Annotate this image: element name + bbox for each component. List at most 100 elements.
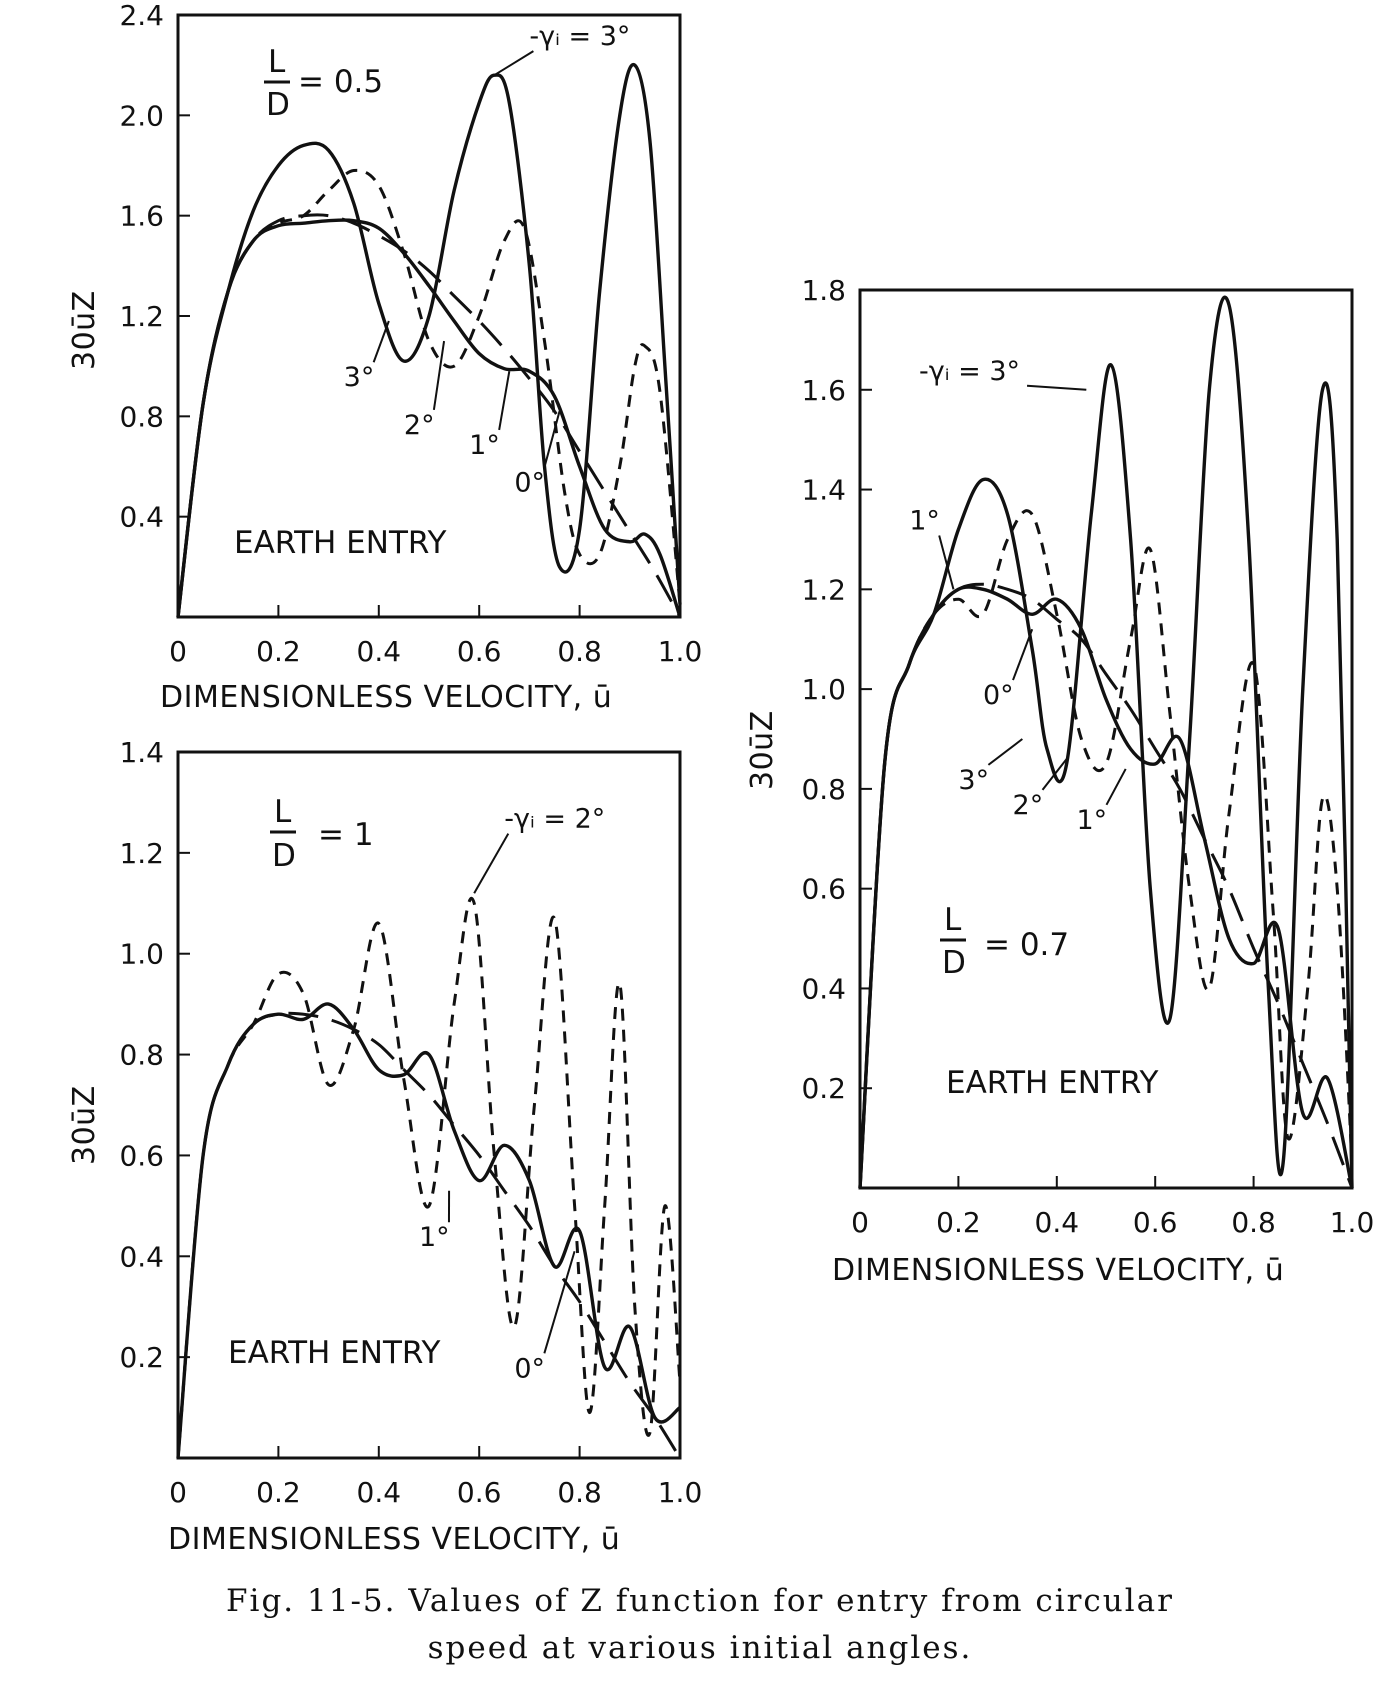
series-group — [858, 295, 1354, 1189]
series-annotation-label: 0° — [983, 680, 1014, 711]
ld-value: = 1 — [318, 817, 374, 853]
y-tick-label: 1.8 — [801, 274, 846, 307]
series-line-0deg — [176, 213, 682, 618]
figure-caption-line-1: Fig. 11-5. Values of Z function for entr… — [226, 1583, 1174, 1619]
series-line-3deg — [858, 295, 1354, 1189]
y-axis-label: 30ūZ — [67, 1085, 102, 1165]
x-tick-label: 0.6 — [1133, 1206, 1178, 1239]
series-annotation-label: 3° — [344, 362, 375, 393]
ld-label: L D = 0.5 — [264, 44, 383, 123]
y-tick-label: 1.0 — [801, 673, 846, 706]
chart-note: EARTH ENTRY — [946, 1065, 1158, 1101]
y-tick-label: 0.8 — [119, 400, 164, 433]
y-tick-label: 0.2 — [119, 1341, 164, 1374]
y-tick-label: 1.6 — [119, 200, 164, 233]
y-tick-label: 0.4 — [119, 501, 164, 534]
series-annotation-label: 0° — [514, 1353, 545, 1384]
annotation-leader-line — [372, 320, 390, 363]
series-annotation-label: 0° — [514, 468, 545, 499]
plot-frame — [858, 288, 1354, 1190]
ld-numerator: L — [274, 794, 292, 830]
y-tick-label: 0.8 — [801, 773, 846, 806]
panel-ld07: 0 0.2 0.4 0.6 0.8 1.0 0.2 0.4 0.6 0.8 1.0 1.2 1.4 1.6… — [745, 274, 1374, 1288]
annotation-leader-line — [498, 371, 511, 431]
annotation-leader-line — [938, 535, 955, 590]
y-axis-label: 30ūZ — [745, 710, 780, 790]
series-annotation-label: -γᵢ = 3° — [529, 21, 630, 52]
x-tick-label: 0.2 — [936, 1206, 981, 1239]
series-line-0deg — [176, 1011, 682, 1459]
x-tick-label: 0 — [169, 635, 187, 668]
x-tick-label: 1.0 — [1330, 1206, 1375, 1239]
y-tick-label: 1.6 — [801, 374, 846, 407]
series-line-2deg — [176, 896, 682, 1459]
series-annotation-label: -γᵢ = 2° — [504, 804, 605, 835]
series-line-0deg — [858, 582, 1354, 1189]
annotation-leader-line — [987, 738, 1023, 766]
annotation-leader-line — [1041, 758, 1068, 791]
series-group — [176, 896, 682, 1459]
panel-ld05: 0 0.2 0.4 0.6 0.8 1.0 0.4 0.8 1.2 1.6 2.0 2.4 -γᵢ =… — [67, 0, 702, 715]
annotation-leader-line — [1105, 768, 1127, 806]
annotation-leader-line — [543, 1250, 576, 1354]
annotation-group: -γᵢ = 3° 3° 2° 1° 0° — [344, 21, 631, 498]
annotation-leader-line — [493, 50, 534, 77]
panel-ld1: 0 0.2 0.4 0.6 0.8 1.0 0.2 0.4 0.6 0.8 1.0 1.2 1.4 -γ… — [67, 736, 702, 1557]
figure-caption-line-2: speed at various initial angles. — [427, 1630, 973, 1666]
x-tick-label: 1.0 — [658, 1476, 703, 1509]
ld-label: L D = 0.7 — [940, 902, 1069, 981]
series-annotation-label: 1° — [1076, 805, 1107, 836]
y-tick-label: 0.6 — [119, 1139, 164, 1172]
y-tick-label: 1.4 — [801, 474, 846, 507]
x-tick-label: 0.4 — [357, 635, 402, 668]
y-tick-label: 0.4 — [801, 972, 846, 1005]
x-tick-label: 0 — [169, 1476, 187, 1509]
annotation-leader-line — [1012, 628, 1034, 681]
ld-value: = 0.7 — [984, 927, 1069, 963]
axis-ticks: 0 0.2 0.4 0.6 0.8 1.0 0.2 0.4 0.6 0.8 1.0 1.2 1.4 1.6… — [801, 274, 1374, 1239]
axis-ticks: 0 0.2 0.4 0.6 0.8 1.0 0.4 0.8 1.2 1.6 2.0 2.4 — [119, 0, 702, 668]
ld-numerator: L — [944, 902, 962, 938]
y-tick-label: 0.2 — [801, 1072, 846, 1105]
series-annotation-label: 1° — [909, 505, 940, 536]
y-tick-label: 2.4 — [119, 0, 164, 32]
chart-note: EARTH ENTRY — [228, 1335, 440, 1371]
series-annotation-label: 1° — [469, 430, 500, 461]
y-tick-label: 1.2 — [119, 837, 164, 870]
chart-note: EARTH ENTRY — [234, 525, 446, 561]
series-line-3deg — [176, 62, 682, 618]
ld-denominator: D — [942, 945, 966, 981]
x-tick-label: 0.4 — [357, 1476, 402, 1509]
y-axis-label: 30ūZ — [67, 290, 102, 370]
annotation-leader-line — [432, 340, 446, 411]
x-tick-label: 0.8 — [557, 1476, 602, 1509]
annotation-leader-line — [1026, 384, 1087, 391]
ld-value: = 0.5 — [298, 64, 383, 100]
x-tick-label: 0.8 — [557, 635, 602, 668]
x-axis-label: DIMENSIONLESS VELOCITY, ū — [168, 1522, 620, 1557]
series-annotation-label: 1° — [419, 1222, 450, 1253]
series-annotation-label: 2° — [404, 410, 435, 441]
series-group — [176, 62, 682, 618]
x-tick-label: 0.2 — [256, 1476, 301, 1509]
x-tick-label: 0.6 — [457, 1476, 502, 1509]
y-tick-label: 2.0 — [119, 99, 164, 132]
y-tick-label: 0.4 — [119, 1240, 164, 1273]
ld-label: L D = 1 — [270, 794, 374, 874]
x-tick-label: 0 — [851, 1206, 869, 1239]
x-axis-label: DIMENSIONLESS VELOCITY, ū — [160, 680, 612, 715]
ld-denominator: D — [266, 87, 290, 123]
x-axis-label: DIMENSIONLESS VELOCITY, ū — [832, 1253, 1284, 1288]
y-tick-label: 1.2 — [119, 300, 164, 333]
y-tick-label: 1.0 — [119, 938, 164, 971]
plot-frame — [176, 750, 682, 1460]
annotation-group: -γᵢ = 3° 1° 0° 3° 2° 1° — [909, 356, 1127, 836]
series-annotation-label: 2° — [1013, 790, 1044, 821]
annotation-leader-line — [473, 833, 510, 894]
x-tick-label: 0.8 — [1231, 1206, 1276, 1239]
x-tick-label: 0.6 — [457, 635, 502, 668]
ld-numerator: L — [268, 44, 286, 80]
series-line-1deg — [176, 1002, 682, 1459]
x-tick-label: 0.2 — [256, 635, 301, 668]
